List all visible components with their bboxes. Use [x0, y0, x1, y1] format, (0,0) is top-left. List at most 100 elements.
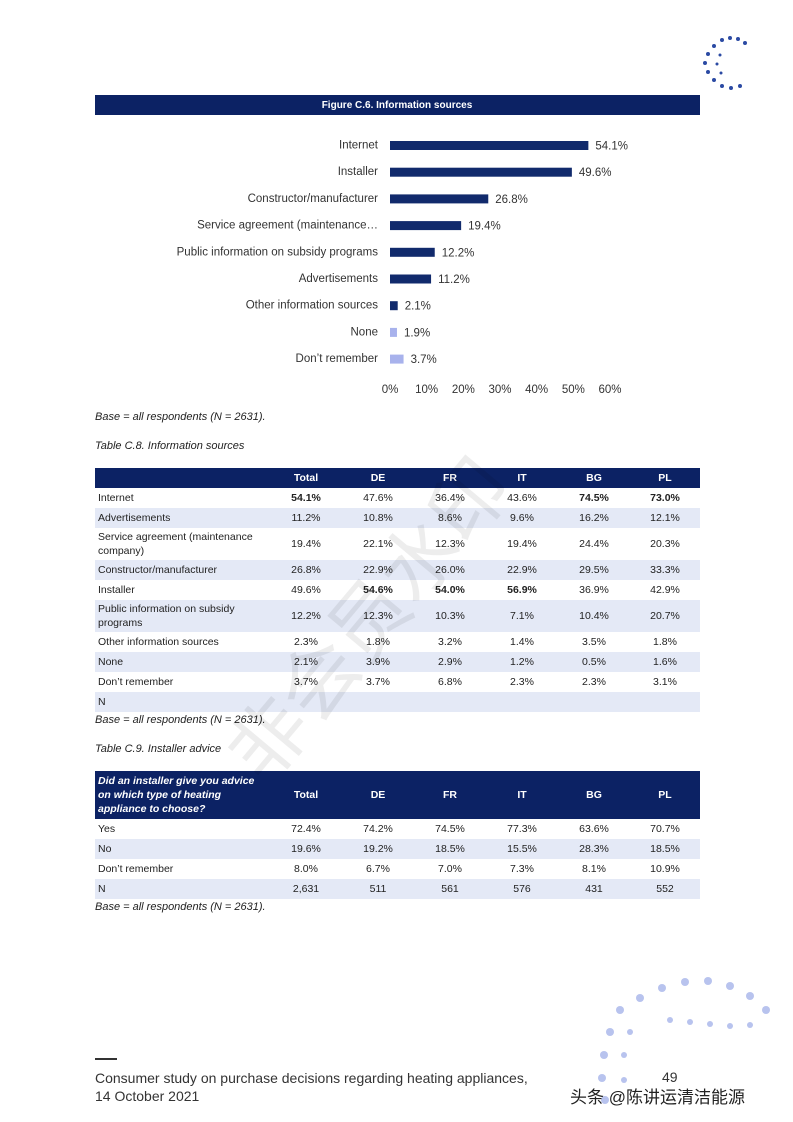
cell: 7.3%: [510, 863, 534, 875]
cell: 7.1%: [486, 600, 558, 632]
header-cell: Total: [270, 468, 342, 488]
caption: Table C.8. Information sources: [95, 440, 245, 452]
cell: 10.8%: [342, 508, 414, 528]
cell: Yes: [98, 823, 116, 835]
cell: 54.0%: [435, 584, 465, 596]
value-label: 11.2%: [438, 274, 470, 286]
cell: 26.0%: [414, 560, 486, 580]
cell: 11.2%: [270, 508, 342, 528]
category-label: Don’t remember: [296, 353, 379, 365]
cell: 54.1%: [291, 492, 321, 504]
bar: [390, 354, 404, 364]
row: Yes 72.4% 74.2% 74.5% 77.3% 63.6% 70.7%: [95, 819, 700, 839]
cell: 73.0%: [650, 492, 680, 504]
cell: 74.2%: [363, 823, 393, 835]
header-cell: BG: [558, 771, 630, 819]
row: N 2,631 511 561 576 431 552: [95, 879, 700, 899]
cell: [414, 692, 486, 712]
row: Installer 49.6% 54.6% 54.0% 56.9% 36.9% 42.9%: [95, 580, 700, 600]
x-tick-label: 60%: [598, 384, 621, 396]
cell: 511: [342, 879, 414, 899]
cell: 74.5%: [435, 823, 465, 835]
cell: 2.3%: [510, 676, 534, 688]
bar: [390, 274, 432, 284]
cell: 43.6%: [507, 492, 537, 504]
cell: 16.2%: [558, 508, 630, 528]
cell: 552: [630, 879, 700, 899]
cell: 2.1%: [270, 652, 342, 672]
cell: N: [95, 692, 270, 712]
cell: 3.2%: [438, 636, 462, 648]
cell: [486, 692, 558, 712]
cell: 10.4%: [558, 600, 630, 632]
cell: 9.6%: [486, 508, 558, 528]
note: Base = all respondents (N = 2631).: [95, 901, 266, 913]
cell: 18.5%: [414, 839, 486, 859]
header-row: Did an installer give you advice on whic…: [95, 771, 700, 819]
cell: Constructor/manufacturer: [95, 560, 270, 580]
bar: [390, 194, 489, 204]
cell: N: [95, 879, 270, 899]
row: Service agreement (maintenance company) 1…: [95, 528, 700, 560]
category-label: Installer: [338, 166, 378, 178]
header-cell: PL: [630, 468, 700, 488]
cell: 19.2%: [342, 839, 414, 859]
cell: 2.3%: [582, 676, 606, 688]
cell: Installer: [98, 584, 135, 596]
header-cell: PL: [630, 771, 700, 819]
cell: [270, 692, 342, 712]
cell: Other information sources: [98, 636, 219, 648]
cell: 3.5%: [582, 636, 606, 648]
cell: 431: [558, 879, 630, 899]
category-label: Constructor/manufacturer: [248, 193, 379, 205]
cell: 7.0%: [438, 863, 462, 875]
cell: 1.8%: [366, 636, 390, 648]
row: No 19.6% 19.2% 18.5% 15.5% 28.3% 18.5%: [95, 839, 700, 859]
cell: 3.7%: [366, 676, 390, 688]
cell: Advertisements: [95, 508, 270, 528]
cell: 47.6%: [363, 492, 393, 504]
cell: 12.3%: [435, 538, 465, 550]
cell: 33.3%: [630, 560, 700, 580]
x-tick-label: 10%: [415, 384, 438, 396]
cell: 3.9%: [342, 652, 414, 672]
cell: 24.4%: [579, 538, 609, 550]
cell: 72.4%: [291, 823, 321, 835]
value-label: 12.2%: [442, 247, 475, 259]
header-cell: BG: [558, 468, 630, 488]
bar: [390, 141, 589, 150]
cell: Don’t remember: [98, 863, 174, 875]
logo: [703, 36, 747, 90]
cell: Don’t remember: [98, 676, 174, 688]
cell: 22.9%: [486, 560, 558, 580]
cell: 77.3%: [507, 823, 537, 835]
cell: Service agreement (maintenance company): [98, 531, 253, 557]
caption: Table C.9. Installer advice: [95, 743, 222, 755]
value-label: 2.1%: [405, 301, 431, 313]
cell: 561: [414, 879, 486, 899]
cell: 22.1%: [363, 538, 393, 550]
figure-title: Figure C.6. Information sources: [322, 100, 473, 111]
cell: 36.4%: [435, 492, 465, 504]
cell: 70.7%: [650, 823, 680, 835]
cell: 28.3%: [558, 839, 630, 859]
cell: 1.8%: [653, 636, 677, 648]
cell: 26.8%: [270, 560, 342, 580]
source-watermark: 头条 @陈讲运清洁能源: [570, 1088, 745, 1107]
bar: [390, 221, 462, 231]
value-label: 19.4%: [468, 221, 501, 233]
cell: 42.9%: [650, 584, 680, 596]
cell: 1.4%: [510, 636, 534, 648]
cell: 8.6%: [414, 508, 486, 528]
cell: 0.5%: [558, 652, 630, 672]
cell: 2,631: [270, 879, 342, 899]
cell: 54.6%: [363, 584, 393, 596]
cell: 29.5%: [558, 560, 630, 580]
header-cell: IT: [486, 771, 558, 819]
header-cell: Total: [270, 771, 342, 819]
bar: [390, 327, 397, 337]
cell: 2.9%: [414, 652, 486, 672]
row: N: [95, 692, 700, 712]
table: Total DE FR IT BG PL Internet 54.1% 47.6% 36.4% 43…: [95, 468, 700, 712]
figure-title-bar: [95, 95, 700, 115]
